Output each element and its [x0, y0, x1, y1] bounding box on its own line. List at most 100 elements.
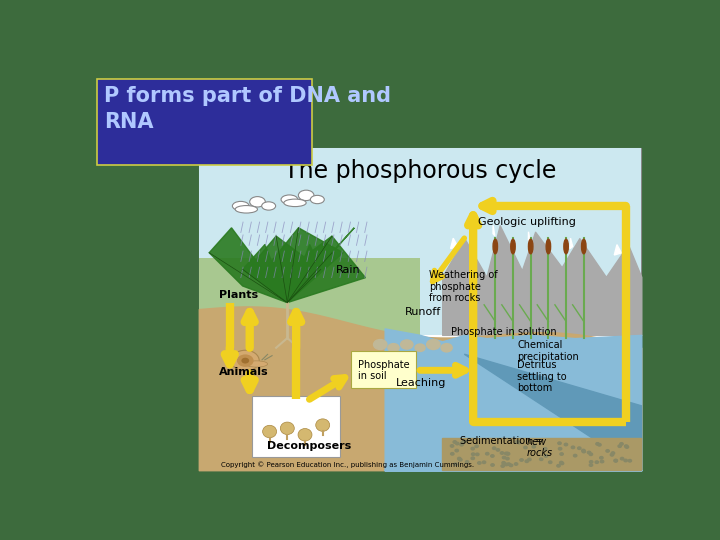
Polygon shape — [442, 438, 642, 470]
Text: Decomposers: Decomposers — [267, 441, 351, 451]
Text: Chemical
precipitation: Chemical precipitation — [518, 340, 579, 362]
Circle shape — [459, 458, 462, 461]
Circle shape — [485, 453, 489, 455]
Circle shape — [544, 455, 547, 457]
Circle shape — [582, 450, 585, 453]
Circle shape — [539, 458, 543, 461]
Text: Animals: Animals — [219, 367, 269, 377]
Text: Runoff: Runoff — [405, 307, 441, 318]
Circle shape — [465, 461, 469, 463]
Text: new
rocks: new rocks — [526, 437, 552, 458]
Circle shape — [590, 461, 593, 463]
Circle shape — [500, 452, 504, 454]
Circle shape — [614, 460, 617, 462]
Text: Leaching: Leaching — [396, 378, 446, 388]
Circle shape — [506, 453, 509, 455]
Circle shape — [557, 464, 560, 467]
Polygon shape — [287, 236, 366, 302]
Text: Plants: Plants — [219, 289, 258, 300]
Circle shape — [505, 463, 508, 465]
Circle shape — [589, 464, 593, 467]
Ellipse shape — [510, 239, 516, 254]
Circle shape — [606, 450, 609, 452]
Text: Phosphate
in soil: Phosphate in soil — [358, 360, 410, 381]
Circle shape — [491, 464, 494, 466]
Circle shape — [560, 462, 564, 464]
Circle shape — [453, 441, 456, 443]
Circle shape — [505, 457, 509, 460]
Circle shape — [441, 343, 452, 352]
Circle shape — [496, 449, 500, 451]
Circle shape — [415, 344, 425, 352]
FancyBboxPatch shape — [97, 79, 312, 165]
Ellipse shape — [280, 422, 294, 435]
Ellipse shape — [235, 206, 258, 213]
Polygon shape — [265, 228, 343, 302]
Circle shape — [450, 445, 454, 447]
Circle shape — [611, 452, 615, 454]
Ellipse shape — [246, 361, 268, 367]
Text: Sedimentation =: Sedimentation = — [460, 436, 542, 446]
Ellipse shape — [233, 201, 249, 211]
Circle shape — [549, 461, 552, 463]
Circle shape — [514, 463, 518, 465]
Circle shape — [564, 443, 567, 446]
Circle shape — [525, 460, 528, 462]
FancyBboxPatch shape — [351, 351, 415, 388]
Ellipse shape — [528, 239, 533, 254]
Circle shape — [458, 457, 461, 460]
Circle shape — [558, 442, 561, 444]
Circle shape — [595, 461, 598, 463]
Polygon shape — [570, 238, 572, 248]
Circle shape — [544, 448, 546, 450]
Circle shape — [231, 350, 259, 371]
Text: The phosphorous cycle: The phosphorous cycle — [284, 159, 557, 183]
Polygon shape — [464, 354, 642, 470]
Ellipse shape — [582, 239, 586, 254]
Circle shape — [574, 454, 577, 457]
Circle shape — [600, 456, 603, 459]
Ellipse shape — [263, 426, 276, 438]
Circle shape — [374, 340, 387, 349]
Circle shape — [625, 446, 629, 448]
Circle shape — [517, 441, 521, 444]
Circle shape — [476, 453, 479, 456]
Ellipse shape — [284, 199, 306, 207]
Circle shape — [516, 441, 518, 443]
Circle shape — [620, 443, 623, 445]
Circle shape — [624, 445, 628, 447]
Circle shape — [501, 465, 505, 467]
Circle shape — [482, 461, 486, 463]
Polygon shape — [451, 238, 458, 248]
Text: Weathering of
phosphate
from rocks: Weathering of phosphate from rocks — [429, 270, 498, 303]
Ellipse shape — [310, 195, 324, 204]
Polygon shape — [493, 225, 495, 235]
Circle shape — [460, 443, 463, 446]
Circle shape — [241, 357, 249, 363]
Ellipse shape — [281, 195, 298, 204]
Ellipse shape — [493, 239, 498, 254]
Polygon shape — [614, 245, 621, 255]
Circle shape — [611, 454, 613, 456]
Text: Detritus
settling to
bottom: Detritus settling to bottom — [518, 360, 567, 393]
Ellipse shape — [261, 202, 276, 210]
Circle shape — [506, 453, 510, 455]
Polygon shape — [287, 245, 321, 302]
Ellipse shape — [316, 419, 330, 431]
Circle shape — [455, 449, 459, 452]
Circle shape — [598, 443, 601, 446]
Ellipse shape — [546, 239, 551, 254]
FancyBboxPatch shape — [199, 148, 642, 470]
Circle shape — [589, 453, 593, 456]
Circle shape — [524, 446, 527, 449]
Bar — [199, 258, 420, 348]
Circle shape — [571, 446, 575, 449]
Circle shape — [509, 464, 513, 467]
Circle shape — [624, 459, 627, 462]
Text: Geologic uplifting: Geologic uplifting — [477, 217, 575, 227]
Circle shape — [559, 448, 562, 450]
Text: Rain: Rain — [336, 266, 361, 275]
Circle shape — [628, 460, 631, 462]
Circle shape — [528, 458, 531, 461]
Circle shape — [582, 449, 585, 452]
